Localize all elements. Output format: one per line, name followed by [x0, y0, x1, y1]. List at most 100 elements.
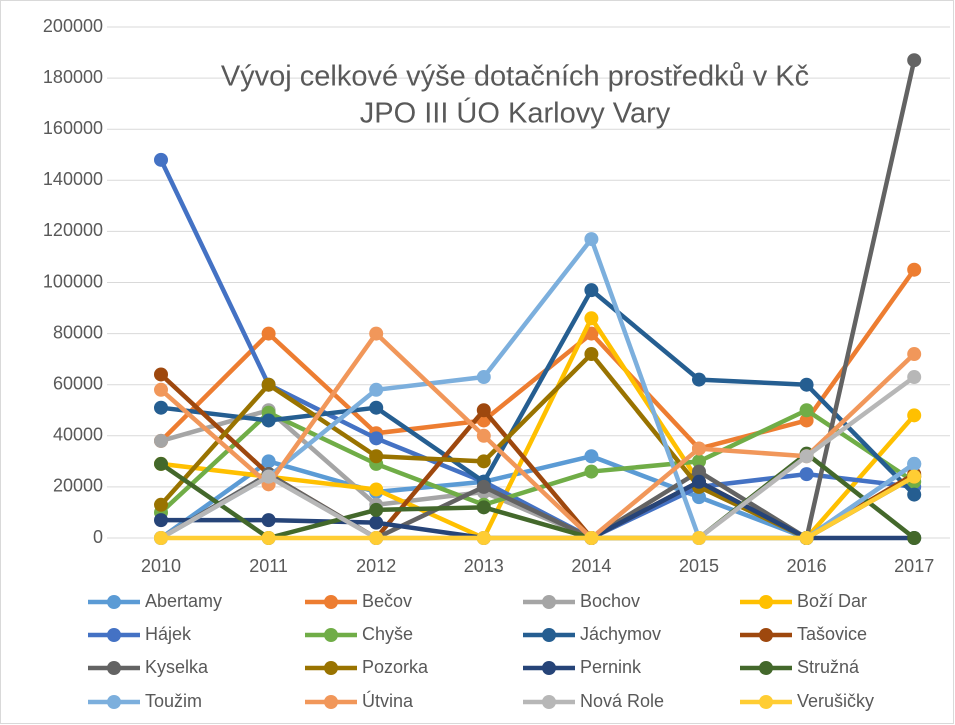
- point: [369, 449, 384, 464]
- point: [261, 326, 276, 341]
- legend-label: Pozorka: [362, 657, 429, 677]
- legend-label: Chyše: [362, 624, 413, 644]
- series-line: [159, 268, 917, 451]
- point: [584, 311, 599, 326]
- point: [476, 403, 491, 418]
- legend-label: Abertamy: [145, 591, 222, 611]
- point: [799, 449, 814, 464]
- y-tick-label: 100000: [43, 271, 103, 291]
- x-tick-label: 2014: [571, 556, 611, 576]
- point: [476, 479, 491, 494]
- point: [369, 431, 384, 446]
- y-tick-label: 80000: [53, 322, 103, 342]
- point: [799, 377, 814, 392]
- point: [369, 531, 384, 545]
- legend-label: Pernink: [580, 657, 642, 677]
- point: [476, 454, 491, 469]
- legend-marker: [107, 695, 121, 709]
- series-line: [160, 287, 916, 497]
- y-tick-label: 0: [93, 527, 103, 547]
- point: [692, 372, 706, 387]
- point: [799, 467, 814, 482]
- legend-marker: [759, 661, 773, 675]
- legend-marker: [759, 628, 773, 642]
- legend-label: Jáchymov: [580, 624, 661, 644]
- legend-marker: [324, 695, 338, 709]
- point: [154, 382, 168, 397]
- x-tick-label: 2012: [356, 556, 396, 576]
- x-tick-label: 2011: [249, 556, 288, 576]
- point: [692, 490, 706, 505]
- x-tick-label: 2015: [679, 556, 719, 576]
- y-tick-label: 120000: [43, 220, 103, 240]
- y-tick-label: 60000: [53, 373, 103, 393]
- point: [799, 531, 814, 545]
- series-line: [159, 331, 916, 541]
- chart-title: Vývoj celkové výše dotačních prostředků …: [221, 61, 809, 93]
- legend-marker: [542, 661, 556, 675]
- legend-label: Útvina: [362, 690, 414, 711]
- point: [154, 531, 168, 545]
- legend-marker: [759, 595, 773, 609]
- legend-marker: [759, 695, 773, 709]
- chart-title: JPO III ÚO Karlovy Vary: [360, 97, 671, 130]
- legend-label: Hájek: [145, 624, 192, 644]
- point: [584, 449, 599, 464]
- point: [907, 53, 922, 68]
- series-line: [161, 474, 916, 541]
- legend-marker: [324, 628, 338, 642]
- legend-label: Toužim: [145, 691, 202, 711]
- legend-label: Bečov: [362, 591, 412, 611]
- legend-label: Nová Role: [580, 691, 664, 711]
- point: [584, 531, 599, 545]
- x-tick-label: 2010: [141, 556, 181, 576]
- legend-marker: [324, 661, 338, 675]
- point: [476, 428, 491, 443]
- point: [907, 370, 922, 385]
- legend-label: Boží Dar: [797, 591, 867, 611]
- legend-marker: [324, 595, 338, 609]
- y-tick-label: 40000: [53, 425, 103, 445]
- legend-marker: [107, 661, 121, 675]
- point: [584, 283, 599, 298]
- point: [261, 513, 276, 528]
- point: [261, 469, 276, 484]
- point: [476, 531, 491, 545]
- point: [692, 454, 706, 469]
- x-tick-label: 2016: [787, 556, 827, 576]
- point: [154, 497, 168, 512]
- point: [907, 469, 922, 484]
- legend-marker: [107, 595, 121, 609]
- y-tick-label: 200000: [43, 16, 103, 36]
- x-tick-label: 2013: [464, 556, 504, 576]
- point: [261, 413, 276, 428]
- point: [692, 474, 706, 489]
- point: [369, 400, 384, 415]
- point: [369, 515, 384, 530]
- plot: [154, 53, 922, 545]
- point: [907, 487, 922, 502]
- y-tick-label: 160000: [43, 118, 103, 138]
- point: [476, 500, 491, 515]
- legend-label: Kyselka: [145, 657, 209, 677]
- point: [261, 377, 276, 392]
- legend-label: Tašovice: [797, 624, 867, 644]
- point: [476, 370, 491, 385]
- point: [692, 531, 706, 545]
- point: [907, 408, 922, 423]
- point: [799, 403, 814, 418]
- series-line: [158, 158, 915, 541]
- point: [261, 531, 276, 545]
- point: [261, 454, 276, 469]
- point: [369, 382, 384, 397]
- point: [907, 531, 922, 545]
- x-tick-label: 2017: [894, 556, 934, 576]
- point: [154, 152, 168, 167]
- point: [584, 232, 599, 247]
- point: [369, 502, 384, 517]
- legend-marker: [542, 595, 556, 609]
- y-tick-label: 20000: [53, 476, 103, 496]
- point: [907, 456, 922, 471]
